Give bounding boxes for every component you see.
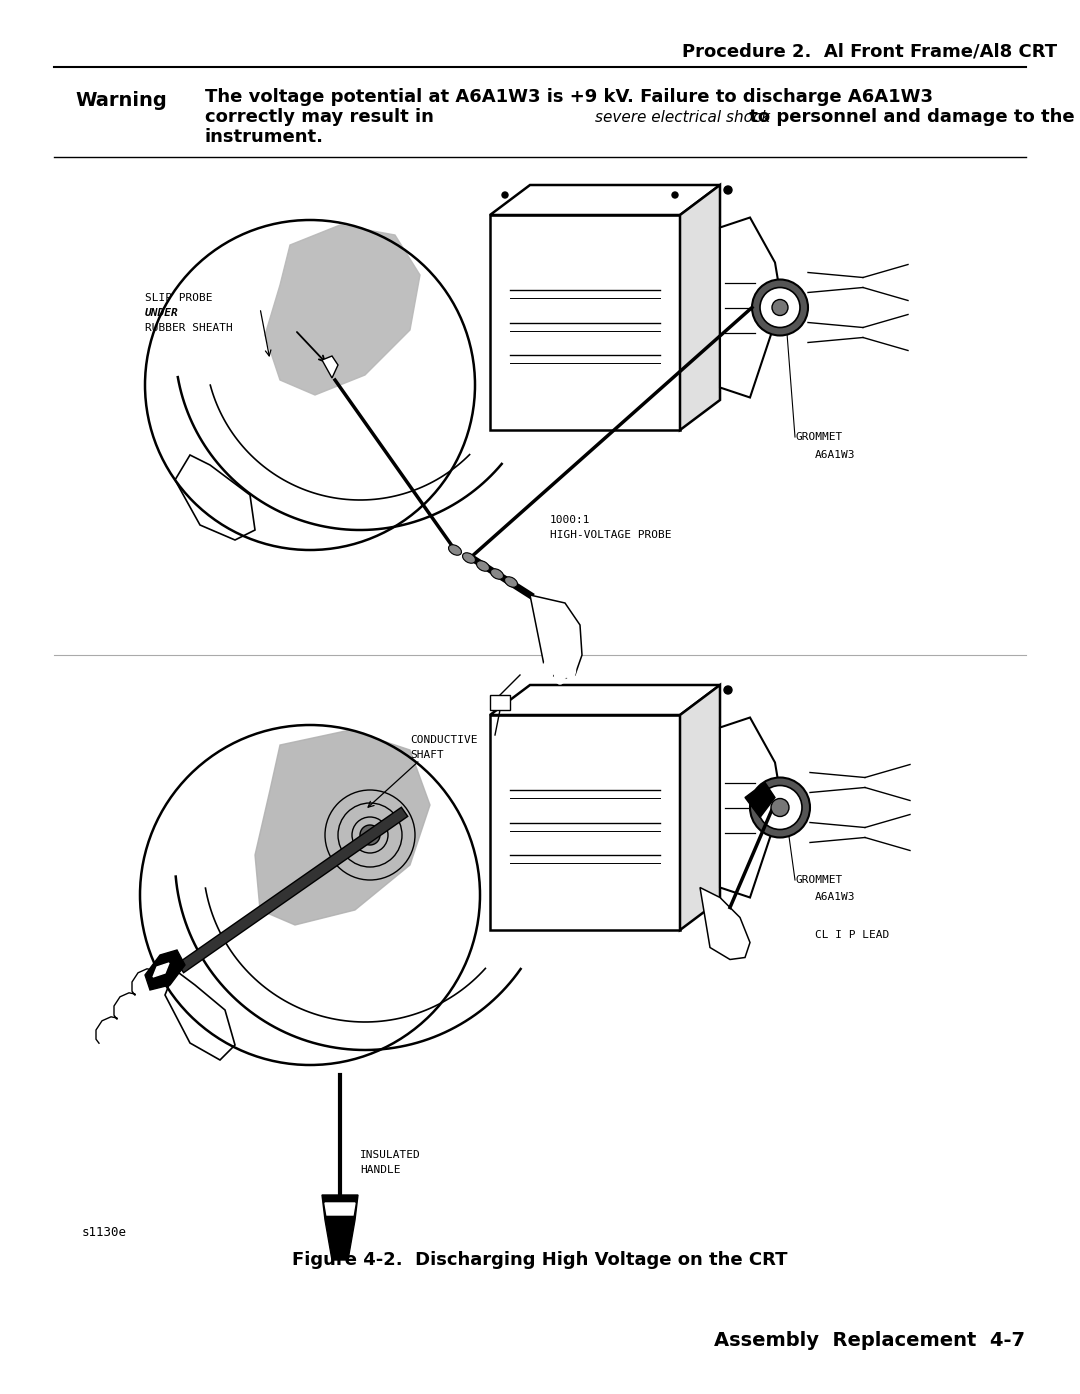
Ellipse shape — [565, 661, 576, 679]
Text: SLIP PROBE: SLIP PROBE — [145, 293, 213, 302]
Text: to personnel and damage to the: to personnel and damage to the — [743, 107, 1075, 125]
Text: Assembly  Replacement  4-7: Assembly Replacement 4-7 — [715, 1330, 1026, 1349]
Text: correctly may result in: correctly may result in — [205, 107, 441, 125]
Polygon shape — [745, 782, 775, 817]
Polygon shape — [165, 970, 235, 1059]
Text: A6A1W3: A6A1W3 — [815, 892, 855, 902]
Text: SHAFT: SHAFT — [410, 750, 444, 760]
Polygon shape — [145, 949, 185, 990]
Ellipse shape — [554, 666, 566, 684]
Polygon shape — [720, 217, 780, 397]
Text: UNDER: UNDER — [145, 308, 179, 318]
Text: GROMMET: GROMMET — [795, 875, 842, 885]
Polygon shape — [680, 185, 720, 429]
Text: CL I P LEAD: CL I P LEAD — [815, 930, 889, 940]
Polygon shape — [490, 684, 720, 715]
Text: Procedure 2.  Al Front Frame/Al8 CRT: Procedure 2. Al Front Frame/Al8 CRT — [683, 43, 1057, 61]
Ellipse shape — [504, 577, 517, 587]
Circle shape — [758, 785, 802, 829]
Polygon shape — [490, 185, 720, 215]
Circle shape — [750, 778, 810, 838]
Ellipse shape — [490, 569, 503, 580]
Bar — [490, 215, 680, 429]
Circle shape — [502, 192, 508, 198]
Text: The voltage potential at A6A1W3 is +9 kV. Failure to discharge A6A1W3: The voltage potential at A6A1W3 is +9 kV… — [205, 88, 933, 106]
Circle shape — [771, 799, 789, 817]
Text: HIGH-VOLTAGE PROBE: HIGH-VOLTAGE PROBE — [550, 530, 672, 539]
Circle shape — [760, 287, 800, 328]
Text: A6A1W3: A6A1W3 — [815, 450, 855, 460]
Text: severe electrical shock: severe electrical shock — [595, 110, 770, 124]
Circle shape — [672, 192, 678, 198]
Polygon shape — [265, 224, 420, 395]
Polygon shape — [153, 963, 168, 977]
Polygon shape — [530, 595, 582, 680]
Text: CONDUCTIVE: CONDUCTIVE — [410, 735, 477, 744]
Polygon shape — [680, 684, 720, 930]
Circle shape — [772, 300, 788, 315]
Polygon shape — [255, 730, 430, 926]
Polygon shape — [322, 1195, 357, 1260]
Bar — [490, 696, 510, 710]
Text: instrument.: instrument. — [205, 128, 324, 146]
Ellipse shape — [542, 661, 554, 679]
Circle shape — [360, 825, 380, 845]
Text: HANDLE: HANDLE — [360, 1165, 401, 1175]
Text: s1130e: s1130e — [82, 1225, 127, 1238]
Text: GROMMET: GROMMET — [795, 432, 842, 442]
Polygon shape — [720, 718, 780, 898]
Circle shape — [724, 686, 732, 694]
Ellipse shape — [448, 545, 461, 555]
Text: Warning: Warning — [75, 91, 166, 110]
Polygon shape — [700, 888, 750, 959]
Bar — [490, 715, 680, 930]
Circle shape — [752, 280, 808, 336]
Polygon shape — [322, 355, 338, 378]
Text: Figure 4-2.  Discharging High Voltage on the CRT: Figure 4-2. Discharging High Voltage on … — [293, 1250, 787, 1269]
Ellipse shape — [462, 553, 475, 563]
Circle shape — [724, 185, 732, 194]
Ellipse shape — [476, 560, 489, 572]
Polygon shape — [175, 454, 255, 539]
Text: 1000:1: 1000:1 — [550, 514, 591, 526]
Text: RUBBER SHEATH: RUBBER SHEATH — [145, 323, 233, 333]
Polygon shape — [325, 1203, 355, 1216]
Text: INSULATED: INSULATED — [360, 1150, 421, 1160]
